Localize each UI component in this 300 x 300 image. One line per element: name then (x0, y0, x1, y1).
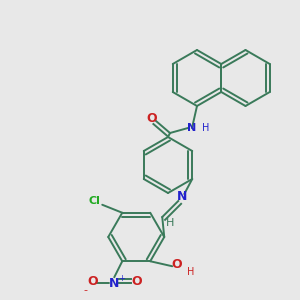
Text: N: N (177, 190, 188, 203)
Text: H: H (202, 123, 210, 133)
Text: H: H (187, 267, 194, 277)
Text: +: + (118, 274, 125, 283)
Text: Cl: Cl (88, 196, 100, 206)
Text: O: O (131, 275, 142, 288)
Text: O: O (171, 258, 181, 271)
Text: N: N (188, 123, 196, 133)
Text: N: N (109, 277, 119, 290)
Text: O: O (147, 112, 157, 125)
Text: O: O (87, 275, 98, 288)
Text: -: - (83, 285, 87, 295)
Text: H: H (166, 218, 174, 228)
